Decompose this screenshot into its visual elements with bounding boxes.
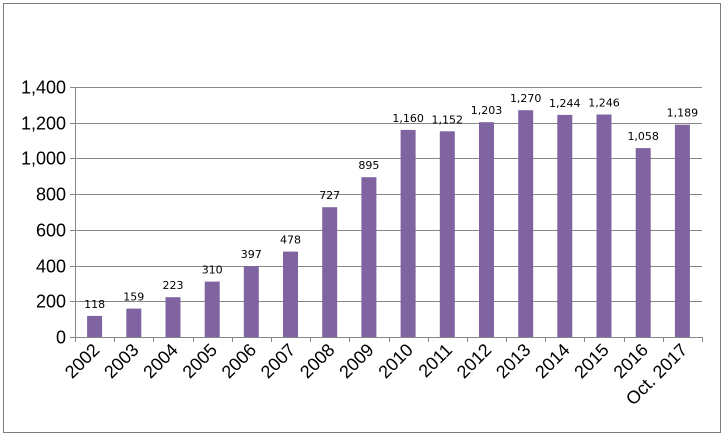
bar-2003 [126,308,142,337]
y-tick-label: 800 [36,185,66,205]
bar-2016 [635,148,651,337]
y-tick-label: 1,400 [21,78,66,98]
bar-2005 [204,281,220,337]
bar-2008 [322,207,338,337]
bar-2014 [557,114,573,338]
data-label: 895 [358,159,379,172]
y-tick-label: 1,000 [21,149,66,169]
data-label: 118 [84,298,105,311]
x-tick-label: 2011 [415,340,457,382]
y-tick-label: 0 [56,328,66,348]
data-label: 1,244 [549,97,581,110]
x-tick-label: 2007 [257,340,299,382]
x-tick-label: 2009 [335,340,377,382]
data-label: 1,189 [667,107,699,120]
bar-2010 [400,129,416,337]
data-label: 1,270 [510,92,542,105]
x-tick-label: 2003 [100,340,142,382]
bar-2002 [87,315,103,337]
bar-2011 [439,131,455,337]
bars [87,110,690,338]
bar-2006 [243,266,259,337]
x-tick-label: 2010 [374,340,416,382]
data-label: 1,058 [627,130,659,143]
x-tick-label: 2014 [531,340,573,382]
data-label: 1,203 [471,104,503,117]
data-label: 1,152 [432,113,464,126]
bar-2007 [283,251,298,337]
y-tick-label: 200 [36,292,66,312]
x-tick-label: 2006 [218,340,260,382]
bar-2015 [596,114,612,337]
x-tick-label: 2004 [139,340,181,382]
x-tick-label: 2012 [453,340,495,382]
x-tick-label: 2008 [296,340,338,382]
data-label: 478 [280,234,301,247]
bar-oct-2017 [674,124,690,337]
x-tick-label: 2013 [492,340,534,382]
data-label: 159 [123,291,144,304]
data-label: 223 [163,279,184,292]
data-label: 727 [319,189,340,202]
y-tick-label: 600 [36,221,66,241]
y-tick-label: 400 [36,257,66,277]
bar-2013 [518,110,534,337]
bar-2012 [479,122,494,337]
data-label: 397 [241,248,262,261]
data-label: 1,246 [588,97,620,110]
x-tick-label: 2015 [570,340,612,382]
data-label: 1,160 [392,112,424,125]
data-labels: 118 159 223 310 397 478 727 895 1,160 1,152 1,203 1… [84,92,698,311]
x-tick-label: 2005 [179,340,221,382]
data-label: 310 [202,264,223,277]
bar-2004 [165,297,181,337]
y-tick-label: 1,200 [21,114,66,134]
x-tick-label: 2002 [61,340,103,382]
bar-2009 [361,177,377,337]
